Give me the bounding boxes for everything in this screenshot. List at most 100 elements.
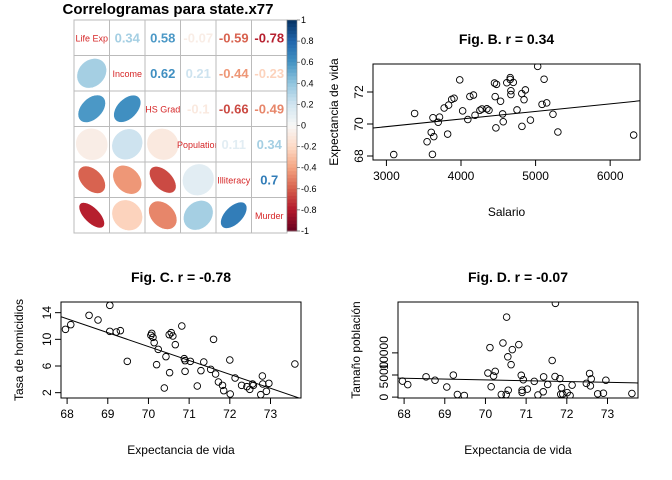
data-point [496, 97, 505, 106]
data-point [629, 131, 638, 139]
data-point [499, 339, 507, 347]
data-point [112, 328, 121, 336]
data-point [150, 338, 158, 347]
data-point [502, 390, 510, 398]
plot-frame [397, 301, 639, 399]
data-point [506, 73, 514, 82]
colorbar-segment [287, 153, 297, 158]
colorbar-tick-label: 0.2 [301, 99, 314, 109]
y-tick-label: 2 [40, 389, 54, 396]
data-point [165, 368, 174, 377]
y-tick-label: 68 [352, 149, 366, 163]
data-point [214, 378, 223, 386]
x-tick-label: 68 [397, 407, 411, 421]
correlogram-coefficient-label: 0.34 [257, 137, 283, 152]
data-point [486, 343, 494, 352]
data-point [554, 128, 562, 136]
correlogram-coefficient-label: -0.1 [187, 101, 209, 116]
x-tick-label: 70 [142, 407, 156, 421]
colorbar-segment [287, 174, 297, 179]
data-point [423, 138, 431, 146]
data-point [491, 367, 499, 376]
data-point [499, 118, 507, 126]
x-tick-label: 72 [560, 407, 574, 421]
x-tick-label: 73 [601, 407, 615, 421]
x-tick-label: 70 [479, 407, 493, 421]
data-point [410, 109, 419, 118]
data-point [450, 94, 458, 102]
colorbar-segment [287, 97, 297, 102]
colorbar-segment [287, 111, 297, 116]
data-point [464, 115, 472, 124]
correlogram-cell [251, 90, 288, 127]
colorbar-tick-label: 0.8 [301, 36, 314, 46]
colorbar-segment [287, 223, 297, 228]
data-point [520, 95, 528, 104]
data-point [497, 390, 506, 398]
x-tick-label: 69 [101, 407, 115, 421]
correlogram-ellipse [111, 199, 143, 231]
data-point [593, 390, 602, 398]
correlogram-variable-label: Income [112, 69, 142, 79]
data-point [458, 107, 467, 115]
colorbar-segment [287, 65, 297, 70]
data-point [513, 106, 521, 114]
data-point [478, 105, 486, 113]
colorbar-segment [287, 150, 297, 155]
data-point [404, 380, 412, 389]
correlogram-ellipse [149, 166, 177, 194]
correlogram-ellipse [111, 128, 143, 160]
data-point [443, 383, 451, 391]
colorbar-segment [287, 76, 297, 81]
colorbar-segment [287, 20, 297, 25]
data-point [61, 325, 70, 334]
panel-title: Fig. B. r = 0.34 [459, 31, 555, 47]
regression-line [398, 377, 638, 384]
plot-area [61, 302, 301, 398]
colorbar-tick-label: -0.2 [301, 142, 317, 152]
colorbar-segment [287, 139, 297, 144]
data-point [476, 106, 484, 114]
correlogram-coefficient-label: -0.59 [219, 30, 249, 45]
data-point [469, 91, 478, 99]
colorbar-segment [287, 220, 297, 225]
y-axis-label: Tamaño población [349, 301, 363, 398]
data-point [628, 389, 636, 398]
y-tick-label: 10000 [377, 336, 391, 370]
data-point [582, 379, 591, 388]
plot-area [373, 64, 640, 159]
data-point [551, 302, 560, 308]
correlogram-cells: Life Exp 0.34 0.58 -0.07 -0.59 -0.78 Income 0.6… [73, 19, 288, 234]
correlogram-coefficient-label: -0.44 [219, 66, 249, 81]
colorbar-segment [287, 72, 297, 77]
data-point [160, 384, 169, 392]
x-tick-label: 69 [438, 407, 452, 421]
data-point [526, 116, 535, 124]
plot-area [398, 302, 638, 398]
data-point [398, 377, 407, 385]
correlogram-variable-label: Murder [255, 211, 284, 221]
data-point [389, 150, 398, 159]
colorbar-segment [287, 79, 297, 84]
correlogram-cell [144, 55, 181, 92]
colorbar-segment [287, 216, 297, 221]
data-point [262, 387, 271, 396]
data-point [487, 383, 495, 391]
x-axis-label: Salario [488, 205, 526, 219]
x-axis-label: Expectancia de vida [127, 443, 235, 457]
data-point [599, 389, 608, 398]
data-point [523, 385, 532, 393]
data-point [291, 360, 299, 368]
colorbar-segment [287, 30, 297, 35]
colorbar-segment [287, 136, 297, 141]
colorbar-segment [287, 206, 297, 211]
colorbar-segment [287, 55, 297, 60]
correlogram-variable-label: Population [177, 140, 220, 150]
data-point [504, 353, 512, 361]
data-point [518, 89, 526, 98]
x-tick-label: 73 [264, 407, 278, 421]
correlogram-coefficient-label: -0.66 [219, 101, 249, 116]
data-point [259, 380, 267, 388]
data-point [181, 356, 189, 365]
colorbar-segment [287, 202, 297, 207]
